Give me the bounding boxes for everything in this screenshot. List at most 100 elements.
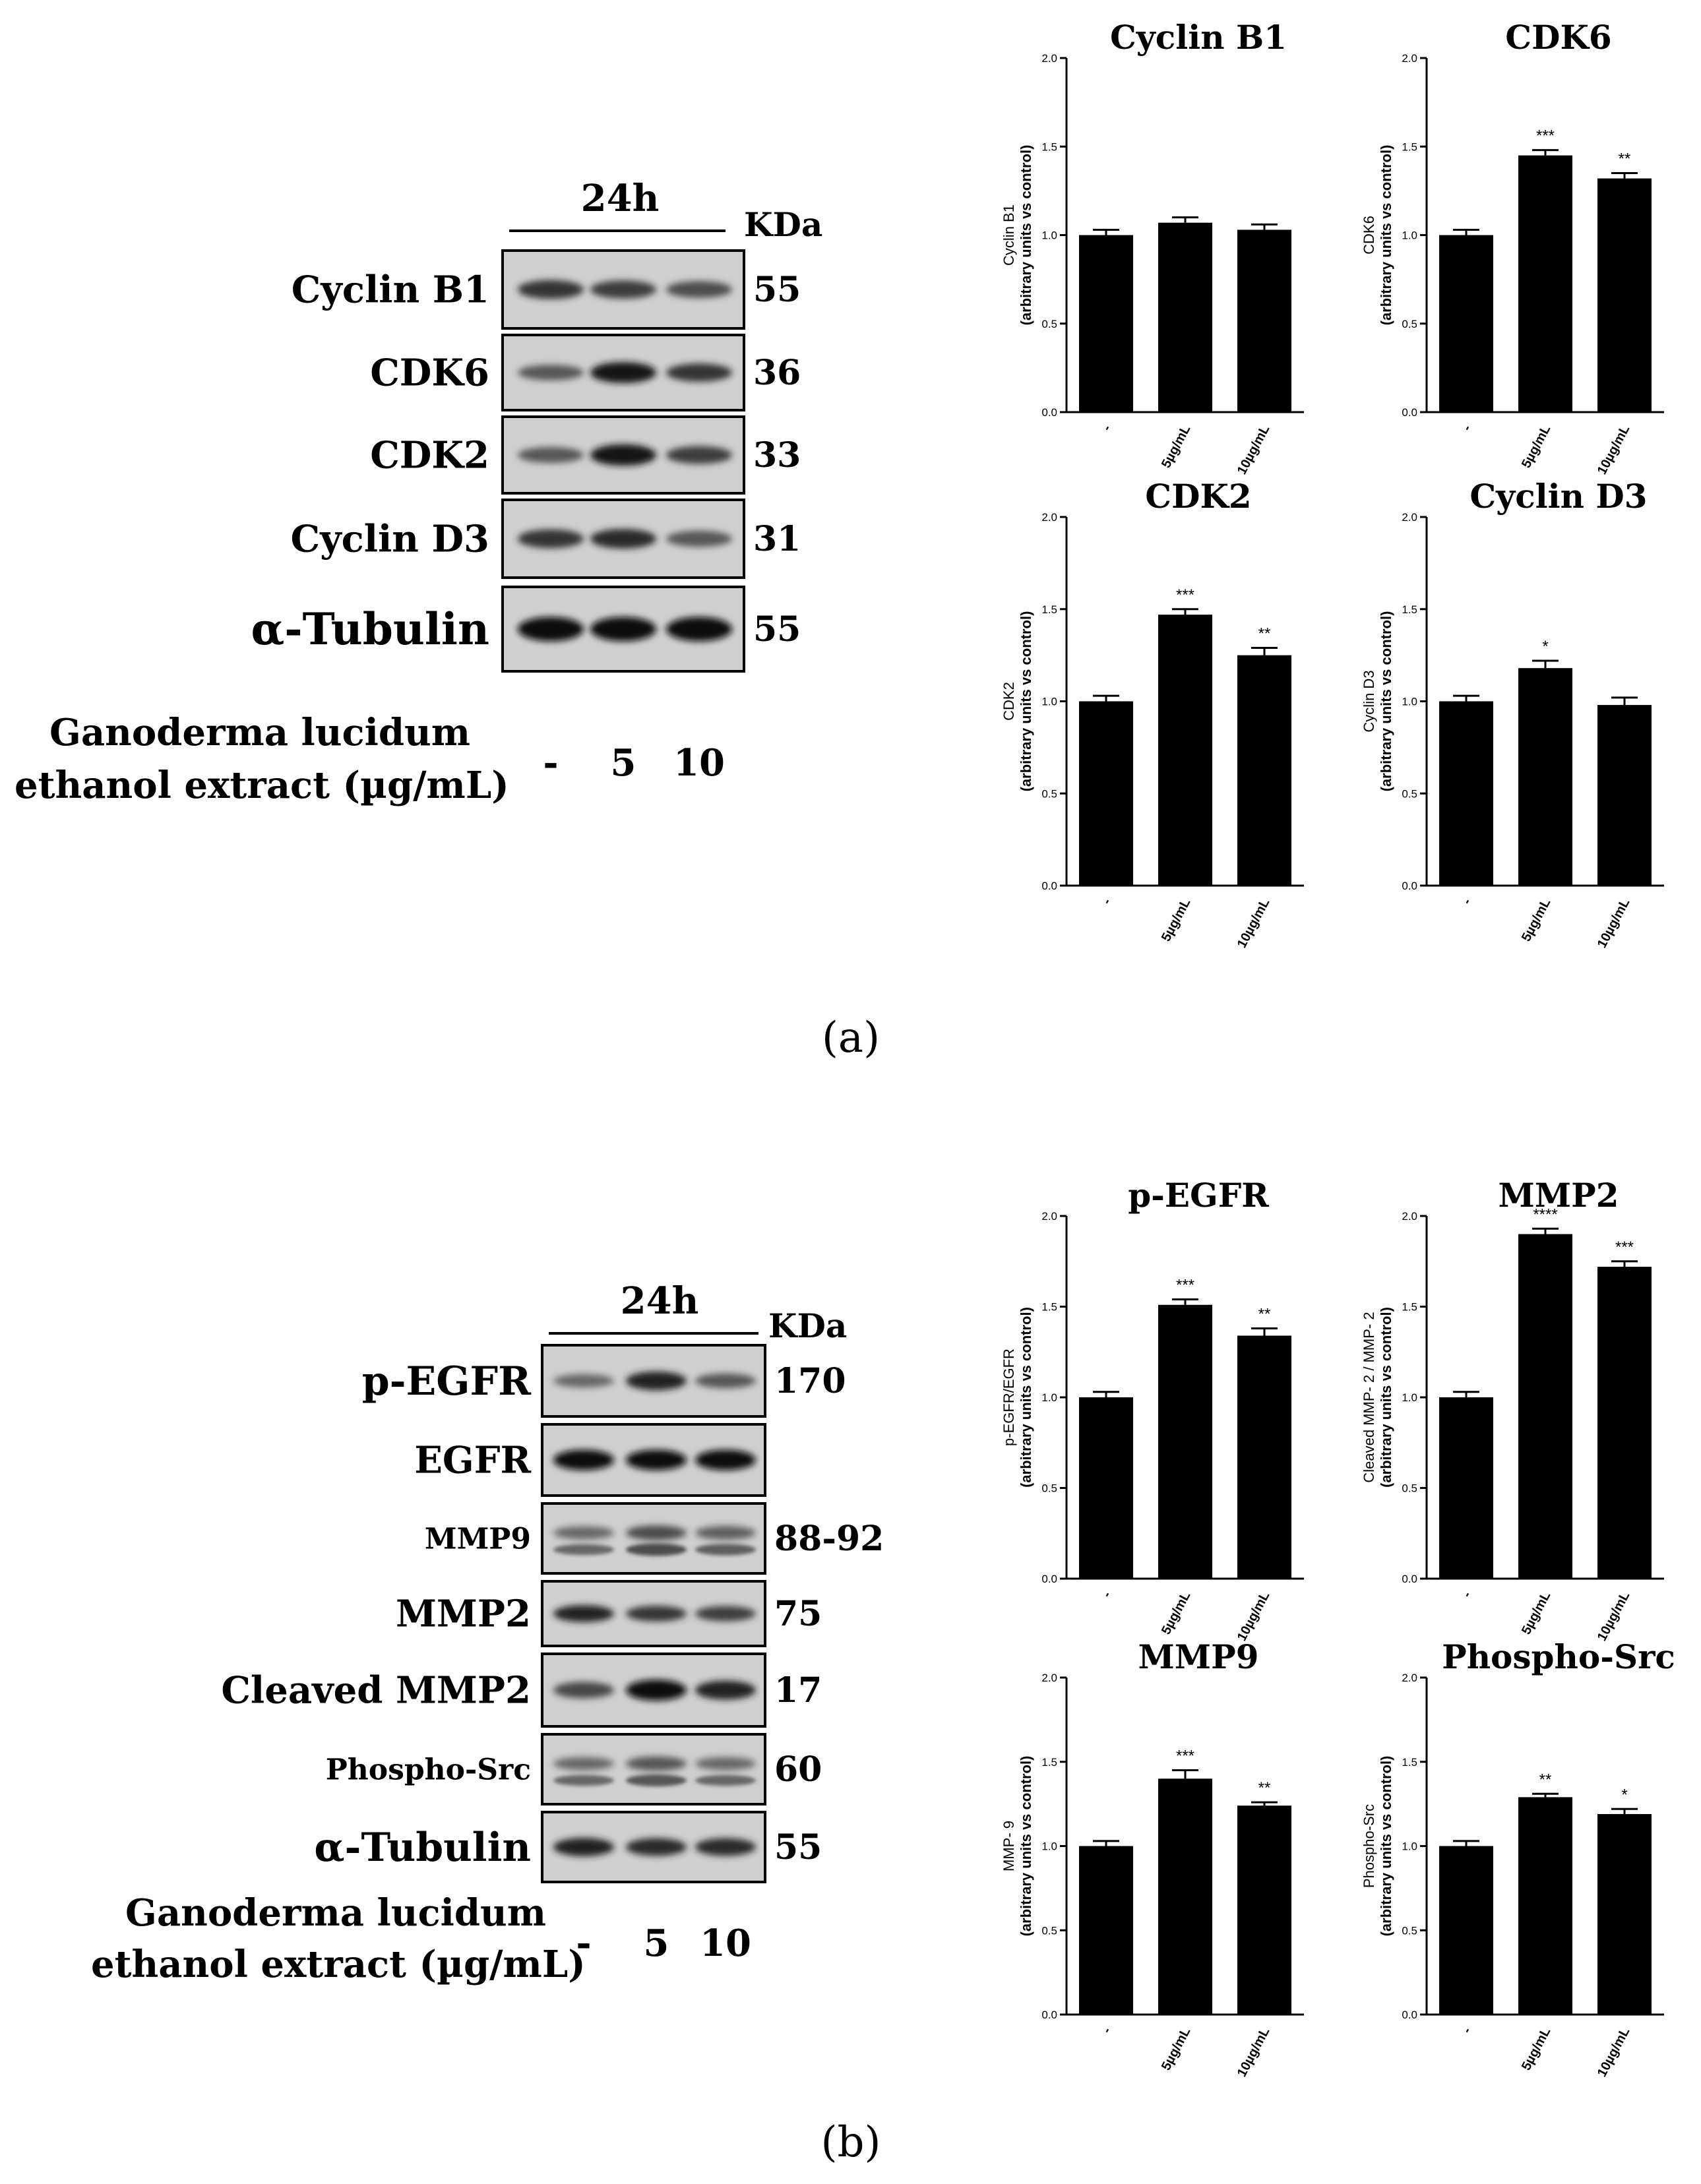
- y-axis-label: (arbitrary units vs control): [1378, 1307, 1394, 1488]
- x-tick-label: 10µg/mL: [1595, 1589, 1633, 1643]
- blot-band: [553, 1682, 614, 1699]
- y-tick-label: 0.5: [1402, 318, 1417, 330]
- blot-band: [626, 1606, 687, 1622]
- blot-row-kda: 170: [774, 1361, 846, 1401]
- blot-row-label: Cyclin D3: [291, 518, 490, 561]
- y-tick-label: 0.5: [1041, 1482, 1057, 1495]
- x-tick-label: 10µg/mL: [1235, 1589, 1273, 1643]
- bar: [1597, 1267, 1652, 1579]
- y-axis-label: CDK6: [1361, 216, 1377, 255]
- x-tick-label: 5µg/mL: [1519, 896, 1553, 944]
- bar: [1597, 1813, 1652, 2015]
- blot-row-label: Cyclin B1: [292, 268, 489, 312]
- blot-band: [553, 1757, 614, 1771]
- y-axis-label: p-EGFR/EGFR: [1001, 1349, 1017, 1446]
- blot-lane-label: -: [543, 741, 558, 785]
- y-axis-label: Cleaved MMP- 2 / MMP- 2: [1361, 1312, 1377, 1482]
- blot-row-cdk2: CDK2 33: [370, 415, 801, 495]
- bar: [1439, 1397, 1493, 1579]
- blot-band: [626, 1543, 687, 1556]
- y-axis-label: (arbitrary units vs control): [1378, 611, 1394, 792]
- blot-row-label: α-Tubulin: [314, 1825, 531, 1871]
- chart-title: CDK2: [1145, 477, 1251, 516]
- blot-band: [666, 363, 732, 382]
- chart-title: Cyclin D3: [1469, 477, 1647, 516]
- bar: [1518, 668, 1572, 886]
- significance-marker: **: [1619, 150, 1631, 168]
- blot-band: [626, 1680, 687, 1701]
- blot-band: [626, 1371, 687, 1391]
- x-tick-label: -: [1460, 423, 1475, 433]
- blot-band: [553, 1774, 614, 1786]
- blot-row-cleaved-mmp2: Cleaved MMP2 17: [221, 1653, 822, 1728]
- bar: [1158, 1778, 1212, 2015]
- blot-band: [590, 444, 656, 466]
- blot-row-kda: 88-92: [774, 1519, 884, 1559]
- blot-row-kda: 36: [753, 353, 801, 393]
- bar: [1439, 701, 1493, 886]
- y-tick-label: 0.0: [1402, 1573, 1417, 1585]
- y-tick-label: 0.5: [1041, 318, 1057, 330]
- blot-row-kda: 31: [753, 519, 801, 559]
- significance-marker: *: [1542, 638, 1548, 655]
- y-tick-label: 0.5: [1041, 1924, 1057, 1937]
- blot-lane-label: 5: [644, 1922, 669, 1965]
- y-tick-label: 1.5: [1041, 1301, 1057, 1314]
- x-tick-label: 5µg/mL: [1519, 2025, 1553, 2073]
- bar: [1237, 1805, 1291, 2015]
- bar: [1518, 1797, 1572, 2015]
- significance-marker: ***: [1176, 586, 1194, 604]
- bar: [1158, 615, 1212, 886]
- y-axis-label: (arbitrary units vs control): [1018, 1756, 1034, 1937]
- blot-row-p-egfr: p-EGFR 170: [362, 1344, 846, 1418]
- x-tick-label: 10µg/mL: [1595, 2025, 1633, 2079]
- x-tick-label: 5µg/mL: [1159, 423, 1193, 471]
- y-tick-label: 1.5: [1041, 1756, 1057, 1769]
- blot-row-cyclin-d3: Cyclin D3 31: [291, 499, 801, 579]
- blot-row-mmp2: MMP2 75: [396, 1580, 822, 1647]
- blot-lane-label: -: [576, 1922, 591, 1965]
- blot-b-treatment-line2: ethanol extract (µg/mL): [91, 1943, 586, 1986]
- blot-band: [695, 1544, 756, 1556]
- blot-row-kda: 55: [753, 270, 801, 310]
- blot-band: [518, 280, 584, 299]
- x-tick-label: 5µg/mL: [1159, 1589, 1193, 1637]
- blot-row-phospho-src: Phospho-Src 60: [326, 1733, 822, 1805]
- blot-band: [590, 280, 656, 299]
- bar: [1439, 235, 1493, 412]
- bar: [1079, 235, 1133, 412]
- y-tick-label: 0.0: [1041, 1573, 1057, 1585]
- y-tick-label: 1.0: [1402, 1391, 1417, 1404]
- blot-band: [695, 1606, 756, 1622]
- y-tick-label: 1.5: [1402, 140, 1417, 153]
- blot-row-label: MMP2: [396, 1592, 531, 1636]
- blot-b-treatment-line1: Ganoderma lucidum: [125, 1891, 546, 1935]
- x-tick-label: 10µg/mL: [1235, 896, 1273, 950]
- x-tick-label: -: [1099, 423, 1115, 433]
- y-tick-label: 0.5: [1041, 787, 1057, 800]
- y-axis-label: (arbitrary units vs control): [1378, 145, 1394, 326]
- bar: [1158, 222, 1212, 412]
- blot-band: [518, 365, 584, 380]
- x-tick-label: -: [1099, 1589, 1115, 1600]
- blot-row-mmp9: MMP9 88-92: [425, 1502, 884, 1575]
- x-tick-label: 5µg/mL: [1159, 896, 1193, 944]
- y-tick-label: 1.0: [1041, 696, 1057, 708]
- bar: [1439, 1846, 1493, 2015]
- bar-chart-p-egfr: p-EGFR 0.0 0.5 1.0 1.5 2.0 p-EGFR/EGFR (arbitra…: [1001, 1176, 1304, 1643]
- blot-band: [626, 1756, 687, 1771]
- y-tick-label: 2.0: [1402, 1672, 1417, 1684]
- blot-lane-label: 5: [611, 741, 636, 785]
- blot-a-treatment-line2: ethanol extract (µg/mL): [15, 764, 509, 807]
- blot-band: [518, 617, 584, 642]
- x-tick-label: 10µg/mL: [1595, 423, 1633, 477]
- y-axis-label: Cyclin B1: [1001, 204, 1017, 266]
- y-tick-label: 2.0: [1041, 1210, 1057, 1223]
- blot-band: [695, 1774, 756, 1786]
- blot-band: [590, 529, 656, 549]
- bar: [1518, 1234, 1572, 1579]
- significance-marker: **: [1258, 624, 1271, 642]
